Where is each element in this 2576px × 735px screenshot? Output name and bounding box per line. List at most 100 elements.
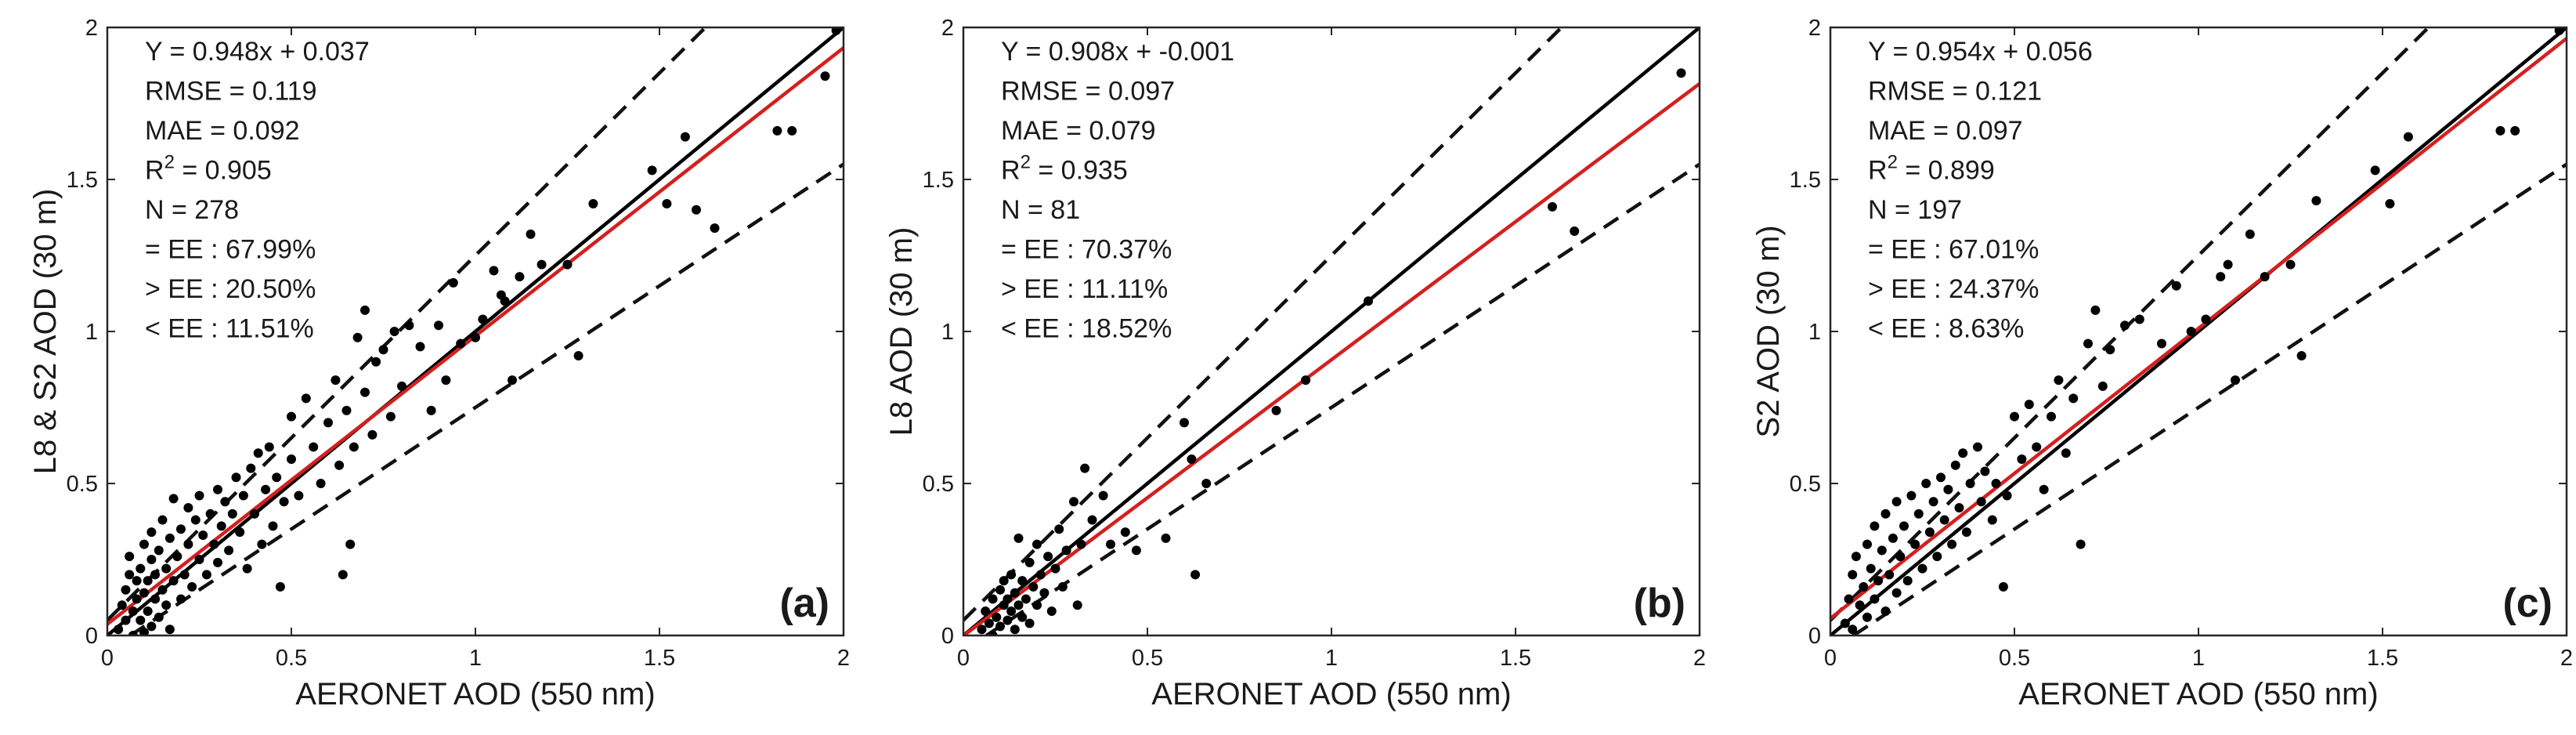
data-point (250, 509, 259, 519)
regression-line (963, 81, 1700, 635)
data-point (2120, 320, 2130, 331)
data-point (352, 332, 363, 342)
data-point (2201, 314, 2211, 324)
y-tick-label: 1.5 (67, 168, 98, 193)
data-point (235, 527, 245, 538)
data-point (194, 555, 204, 564)
x-tick-label: 0 (1824, 646, 1837, 671)
ee-lower-line (983, 162, 1700, 635)
y-tick-label: 1.5 (923, 168, 954, 193)
data-point (1932, 552, 1942, 562)
data-point (1954, 503, 1964, 513)
one-to-one-line (1830, 27, 2567, 635)
data-point (1840, 618, 1850, 628)
plot-area (963, 27, 1700, 635)
x-axis-label: AERONET AOD (550 nm) (1151, 677, 1511, 711)
data-point (341, 405, 352, 415)
data-point (360, 387, 370, 397)
data-point (154, 612, 164, 622)
data-point (2068, 393, 2079, 404)
stats-r2-prefix: R (145, 156, 164, 186)
data-point (1862, 539, 1872, 549)
data-point (1965, 479, 1975, 488)
data-point (1676, 68, 1686, 78)
x-axis-label: AERONET AOD (550 nm) (295, 677, 655, 711)
x-tick-label: 2 (1693, 646, 1706, 671)
data-point (253, 448, 263, 458)
data-point (2495, 125, 2506, 136)
data-point (1180, 418, 1189, 428)
data-point (1928, 497, 1938, 507)
data-point (1570, 226, 1580, 236)
x-tick-label: 1 (1325, 646, 1338, 671)
data-point (2024, 400, 2034, 410)
data-point (257, 539, 267, 549)
data-point (139, 628, 149, 635)
data-point (2134, 314, 2144, 324)
data-point (2554, 27, 2564, 35)
data-point (984, 618, 994, 628)
data-point (1980, 466, 1990, 476)
data-point (164, 625, 175, 635)
stats-above-ee: > EE : 20.50% (145, 274, 316, 304)
data-point (1884, 570, 1895, 580)
data-point (2231, 375, 2240, 386)
data-point (2032, 442, 2042, 452)
data-point (1010, 588, 1020, 598)
data-point (135, 563, 146, 574)
data-point (378, 345, 388, 355)
data-point (441, 375, 451, 386)
data-point (209, 539, 219, 549)
panel-label: (c) (2502, 581, 2553, 626)
data-point (977, 625, 987, 635)
data-point (349, 442, 359, 452)
data-point (179, 570, 190, 580)
data-point (246, 463, 256, 473)
data-point (187, 581, 197, 592)
data-point (662, 199, 672, 209)
stats-below-ee: < EE : 11.51% (145, 314, 314, 344)
data-point (988, 631, 998, 635)
stats-within-ee: = EE : 67.01% (1868, 235, 2039, 265)
data-point (331, 375, 341, 386)
data-point (2105, 345, 2115, 355)
data-point (309, 442, 319, 452)
data-point (176, 594, 186, 604)
data-point (1943, 484, 1953, 494)
panel-label: (a) (779, 581, 829, 626)
data-point (1190, 570, 1201, 580)
stats-r2: R2 = 0.935 (1001, 152, 1128, 186)
data-point (275, 581, 285, 592)
data-point (710, 223, 720, 234)
data-point (128, 631, 138, 635)
data-point (287, 411, 296, 422)
y-tick-label: 0.5 (923, 472, 954, 497)
stats-mae: MAE = 0.092 (145, 116, 300, 146)
stats-r2-value: = 0.935 (1031, 156, 1128, 186)
data-point (1054, 524, 1064, 534)
ee-upper-line (107, 27, 708, 622)
y-tick-label: 0 (941, 624, 954, 649)
data-point (2002, 491, 2012, 501)
data-point (345, 539, 356, 549)
data-point (1950, 460, 1960, 470)
data-point (1891, 497, 1902, 507)
data-point (1873, 576, 1884, 586)
data-point (316, 479, 326, 488)
data-point (995, 621, 1005, 632)
data-point (2260, 272, 2270, 282)
data-point (1010, 625, 1020, 635)
data-point (2296, 351, 2307, 361)
data-point (2403, 132, 2413, 142)
stats-within-ee: = EE : 70.37% (1001, 235, 1172, 265)
data-point (692, 205, 701, 215)
data-point (2157, 339, 2166, 349)
data-point (2090, 305, 2101, 315)
data-point (515, 272, 525, 282)
data-point (1106, 539, 1115, 549)
data-point (161, 600, 172, 610)
stats-below-ee: < EE : 18.52% (1001, 314, 1172, 344)
data-point (227, 509, 237, 519)
stats-rmse: RMSE = 0.121 (1868, 77, 2042, 107)
data-point (146, 527, 157, 538)
